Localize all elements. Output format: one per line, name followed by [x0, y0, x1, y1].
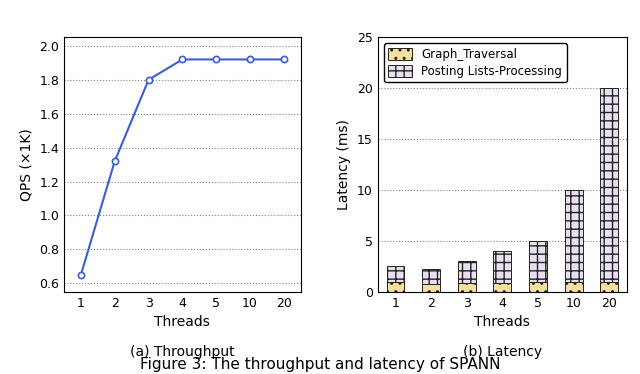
Bar — [387, 266, 404, 282]
Legend: Graph_Traversal, Posting Lists-Processing: Graph_Traversal, Posting Lists-Processin… — [383, 43, 567, 82]
Bar — [600, 88, 618, 282]
Y-axis label: QPS (×1K): QPS (×1K) — [20, 128, 33, 201]
Text: Figure 3: The throughput and latency of SPANN: Figure 3: The throughput and latency of … — [140, 357, 500, 372]
X-axis label: Threads: Threads — [154, 315, 211, 329]
Y-axis label: Latency (ms): Latency (ms) — [337, 119, 351, 210]
Bar — [600, 282, 618, 292]
Bar — [529, 241, 547, 282]
Bar — [422, 269, 440, 283]
Bar — [458, 283, 476, 292]
Bar — [422, 283, 440, 292]
X-axis label: Threads: Threads — [474, 315, 531, 329]
Bar — [564, 190, 582, 282]
Bar — [458, 261, 476, 283]
Bar — [529, 282, 547, 292]
Bar — [387, 282, 404, 292]
Bar — [493, 251, 511, 283]
Bar — [564, 282, 582, 292]
Bar — [493, 283, 511, 292]
Text: (a) Throughput: (a) Throughput — [130, 345, 235, 359]
Text: (b) Latency: (b) Latency — [463, 345, 542, 359]
